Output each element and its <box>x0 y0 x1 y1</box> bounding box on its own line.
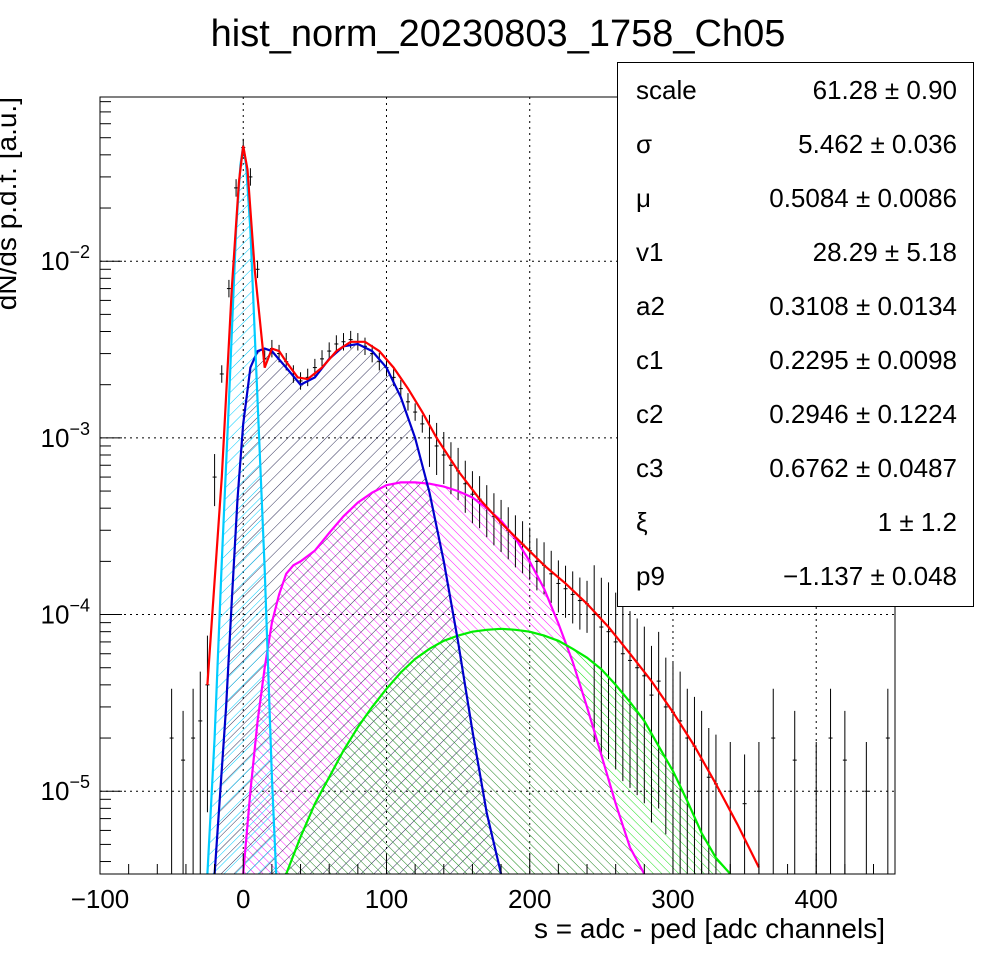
stats-param-name: v1 <box>636 237 664 267</box>
fit-curve-0 <box>206 145 760 868</box>
fit-curve-3 <box>242 481 646 874</box>
stats-row: p9 −1.137 ± 0.048 <box>618 549 973 603</box>
stats-param-value: 1 ± 1.2 <box>877 507 957 537</box>
stats-param-name: μ <box>636 183 651 213</box>
stats-param-name: c3 <box>636 453 664 483</box>
x-tick-label: 400 <box>795 884 838 914</box>
stats-param-name: p9 <box>636 561 665 591</box>
fit-curves <box>206 145 760 874</box>
x-tick-label: 300 <box>651 884 694 914</box>
stats-param-value: 5.462 ± 0.036 <box>798 129 957 159</box>
y-tick-label: 10−5 <box>41 772 90 806</box>
stats-param-name: c1 <box>636 345 664 375</box>
x-axis: −100 0 100 200 300 400 <box>71 854 875 914</box>
x-tick-label: −100 <box>71 884 130 914</box>
stats-param-name: a2 <box>636 291 665 321</box>
stats-row: ξ 1 ± 1.2 <box>618 495 973 549</box>
y-tick-label: 10−4 <box>41 596 90 630</box>
stats-row: c1 0.2295 ± 0.0098 <box>618 333 973 387</box>
stats-param-name: ξ <box>636 507 648 537</box>
stats-row: c3 0.6762 ± 0.0487 <box>618 441 973 495</box>
component-fill-1 <box>207 145 277 874</box>
y-tick-label: 10−2 <box>41 242 90 276</box>
stats-row: σ 5.462 ± 0.036 <box>618 117 973 171</box>
stats-param-value: 0.2295 ± 0.0098 <box>769 345 957 375</box>
stats-row: μ 0.5084 ± 0.0086 <box>618 171 973 225</box>
stats-param-value: 0.2946 ± 0.1224 <box>769 399 957 429</box>
stats-param-value: 0.5084 ± 0.0086 <box>769 183 957 213</box>
stats-param-name: scale <box>636 75 697 105</box>
stats-row: scale 61.28 ± 0.90 <box>618 63 973 117</box>
x-tick-label: 100 <box>365 884 408 914</box>
x-axis-label: s = adc - ped [adc channels] <box>534 913 885 944</box>
stats-param-value: 0.3108 ± 0.0134 <box>769 291 957 321</box>
x-tick-label: 200 <box>508 884 551 914</box>
stats-param-name: σ <box>636 129 653 159</box>
stats-param-value: 28.29 ± 5.18 <box>812 237 957 267</box>
stats-row: v1 28.29 ± 5.18 <box>618 225 973 279</box>
stats-param-value: −1.137 ± 0.048 <box>782 561 957 591</box>
stats-param-value: 0.6762 ± 0.0487 <box>769 453 957 483</box>
chart-title: hist_norm_20230803_1758_Ch05 <box>211 13 786 55</box>
fit-curve-4 <box>285 627 732 874</box>
stats-param-name: c2 <box>636 399 664 429</box>
y-axis-label: dN/ds p.d.f. [a.u.] <box>0 97 22 310</box>
y-axis: 10−5 10−4 10−3 10−2 <box>41 101 122 863</box>
stats-row: a2 0.3108 ± 0.0134 <box>618 279 973 333</box>
stats-box: scale 61.28 ± 0.90 σ 5.462 ± 0.036 μ 0.5084 ±… <box>617 62 974 607</box>
y-tick-label: 10−3 <box>41 419 90 453</box>
stats-param-value: 61.28 ± 0.90 <box>812 75 957 105</box>
x-tick-label: 0 <box>236 884 250 914</box>
stats-row: c2 0.2946 ± 0.1224 <box>618 387 973 441</box>
